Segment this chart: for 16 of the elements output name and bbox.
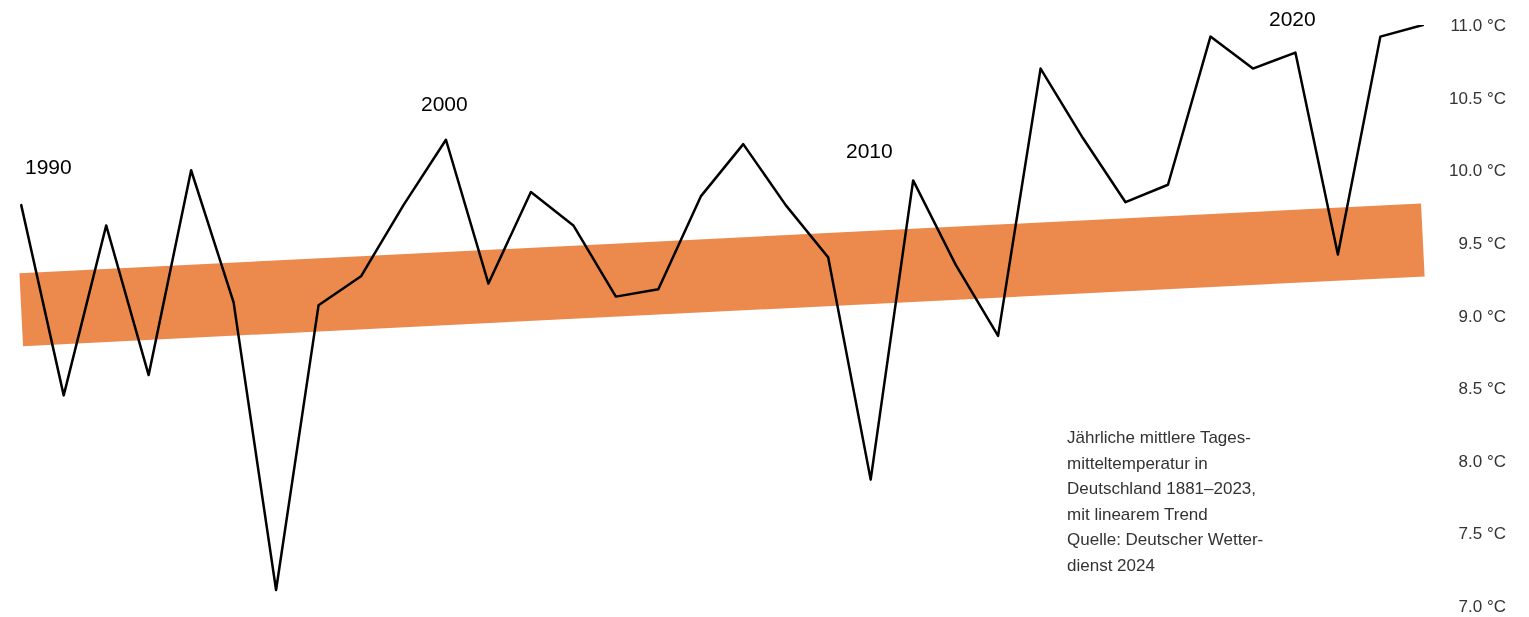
y-tick-label: 9.5 °C [1458, 233, 1506, 253]
y-tick-label: 10.5 °C [1449, 88, 1506, 108]
annotation: 1990 [25, 155, 72, 179]
annotation: 2000 [421, 92, 468, 116]
y-tick-label: 7.0 °C [1458, 597, 1506, 617]
y-tick-label: 10.0 °C [1449, 161, 1506, 181]
line-series [19, 25, 1425, 592]
annotation: 2020 [1269, 7, 1316, 31]
annotation: Jährliche mittlere Tages- mitteltemperatur in Deutschland 1881–2023, mit linearem Trend [1067, 427, 1258, 526]
annotation: Quelle: Deutscher Wetter- dienst 2024 [1067, 529, 1264, 577]
y-tick-label: 11.0 °C [1450, 16, 1506, 36]
y-tick-label: 8.5 °C [1458, 379, 1506, 399]
annotation: 2010 [846, 139, 893, 163]
y-tick-label: 8.0 °C [1458, 451, 1506, 471]
y-tick-label: 7.5 °C [1458, 524, 1506, 544]
y-tick-label: 9.0 °C [1458, 306, 1506, 326]
